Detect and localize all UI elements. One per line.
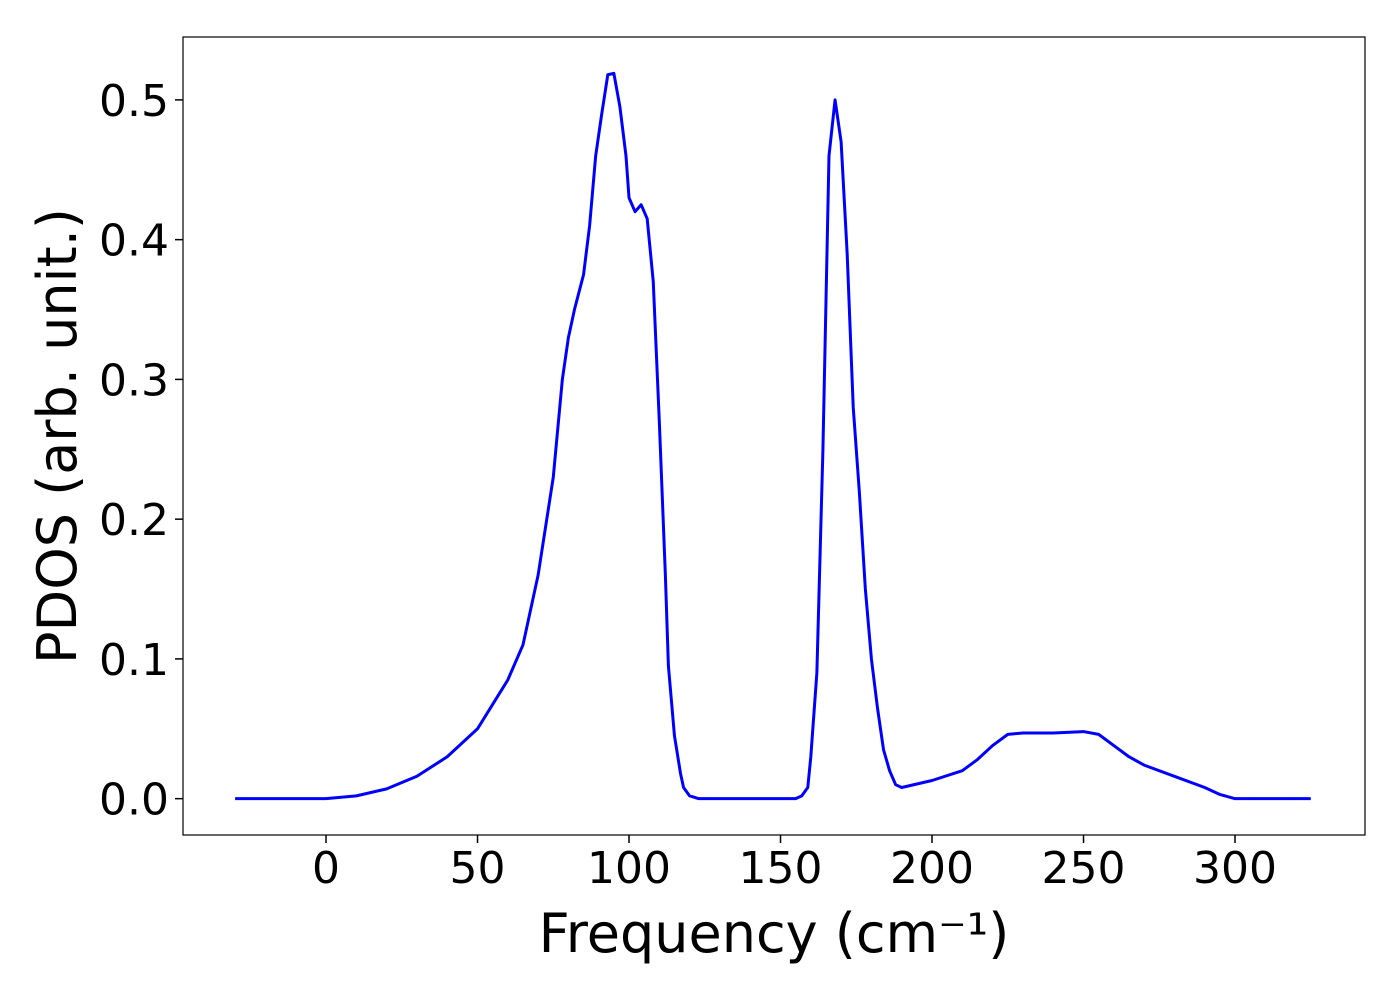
plot-frame	[182, 36, 1366, 836]
x-axis-label: Frequency (cm⁻¹)	[539, 902, 1010, 965]
y-tick-label: 0.0	[99, 775, 169, 826]
y-tick-label: 0.5	[99, 76, 169, 127]
y-tick-label: 0.3	[99, 355, 169, 406]
x-tick-label: 0	[312, 843, 340, 894]
y-tick-label: 0.4	[99, 216, 169, 267]
x-tick-label: 150	[739, 843, 823, 894]
x-tick-label: 200	[890, 843, 974, 894]
y-tick-label: 0.1	[99, 635, 169, 686]
x-tick-label: 250	[1042, 843, 1126, 894]
x-tick-label: 300	[1193, 843, 1277, 894]
x-tick-label: 100	[587, 843, 671, 894]
y-axis-label: PDOS (arb. unit.)	[26, 208, 89, 664]
x-tick-label: 50	[450, 843, 506, 894]
data-line	[235, 71, 1311, 801]
y-tick-label: 0.2	[99, 495, 169, 546]
